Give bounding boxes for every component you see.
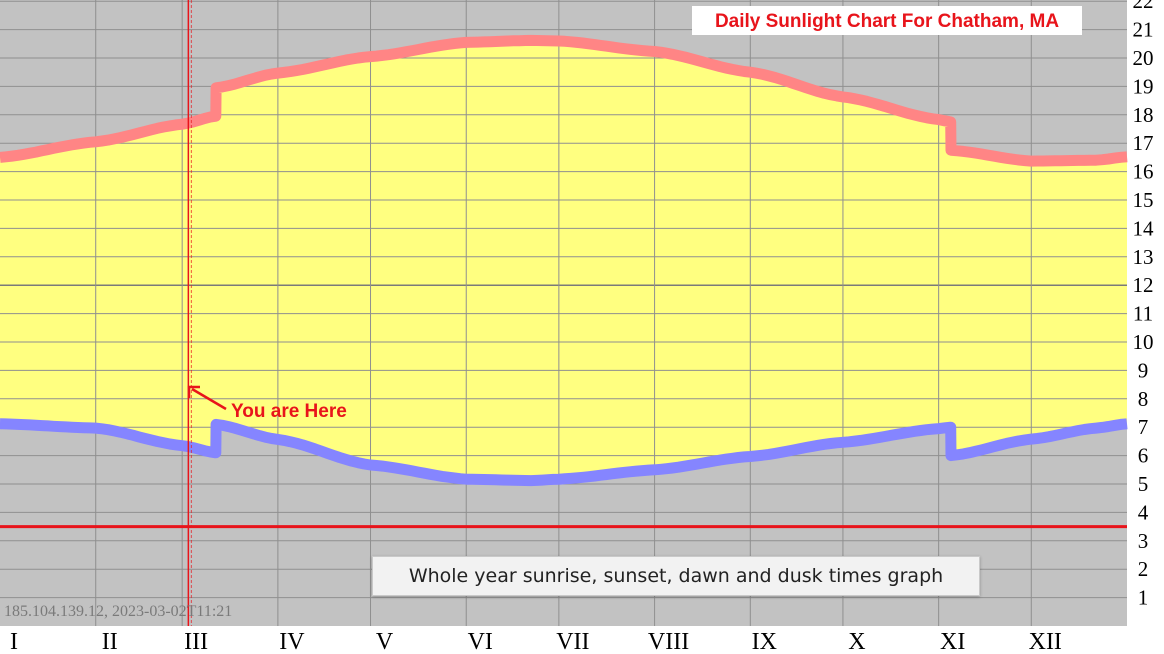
y-tick-label: 9 bbox=[1138, 358, 1149, 382]
y-tick-label: 13 bbox=[1133, 245, 1154, 269]
x-tick-label: VIII bbox=[648, 629, 689, 654]
y-tick-label: 15 bbox=[1133, 188, 1154, 212]
y-tick-label: 21 bbox=[1133, 18, 1154, 42]
x-tick-label: II bbox=[102, 629, 118, 654]
sunrise-line bbox=[0, 418, 1128, 487]
y-tick-label: 14 bbox=[1133, 216, 1155, 240]
y-tick-label: 8 bbox=[1138, 387, 1149, 411]
x-tick-label: VII bbox=[556, 629, 589, 654]
y-tick-label: 6 bbox=[1138, 444, 1149, 468]
y-tick-label: 2 bbox=[1138, 557, 1149, 581]
you-are-here-label: You are Here bbox=[231, 401, 347, 422]
x-tick-label: XI bbox=[940, 629, 965, 654]
y-tick-label: 3 bbox=[1138, 529, 1149, 553]
ip-watermark: 185.104.139.12, 2023-03-02T11:21 bbox=[4, 603, 232, 620]
y-tick-label: 12 bbox=[1133, 273, 1154, 297]
x-tick-label: XII bbox=[1029, 629, 1062, 654]
annotation-arrowhead bbox=[187, 385, 200, 398]
x-tick-label: IV bbox=[279, 629, 305, 654]
y-tick-label: 22 bbox=[1133, 0, 1154, 13]
y-tick-label: 16 bbox=[1133, 160, 1154, 184]
chart-title-box bbox=[692, 6, 1082, 35]
x-tick-label: V bbox=[376, 629, 394, 654]
y-tick-label: 20 bbox=[1133, 46, 1154, 70]
x-axis-ticks: I II III IV V VI VII VIII IX X XI XII bbox=[10, 629, 1062, 654]
chart-tooltip: Whole year sunrise, sunset, dawn and dus… bbox=[372, 556, 980, 596]
chart-title: Daily Sunlight Chart For Chatham, MA bbox=[715, 11, 1059, 32]
x-tick-label: IX bbox=[752, 629, 777, 654]
y-tick-label: 5 bbox=[1138, 472, 1149, 496]
you-are-here-annotation: You are Here bbox=[187, 385, 347, 422]
sunset-line bbox=[0, 34, 1128, 167]
y-tick-label: 1 bbox=[1138, 586, 1149, 610]
y-tick-label: 17 bbox=[1133, 131, 1154, 155]
x-tick-label: I bbox=[10, 629, 18, 654]
y-tick-label: 18 bbox=[1133, 103, 1154, 127]
y-tick-label: 4 bbox=[1138, 500, 1149, 524]
y-tick-label: 7 bbox=[1138, 415, 1149, 439]
y-tick-label: 11 bbox=[1133, 302, 1153, 326]
x-tick-label: VI bbox=[468, 629, 493, 654]
y-tick-label: 19 bbox=[1133, 74, 1154, 98]
y-tick-label: 10 bbox=[1133, 330, 1154, 354]
x-tick-label: X bbox=[848, 629, 865, 654]
annotation-arrow-shaft bbox=[191, 387, 227, 411]
current-date-marker bbox=[187, 0, 192, 626]
x-tick-label: III bbox=[184, 629, 208, 654]
